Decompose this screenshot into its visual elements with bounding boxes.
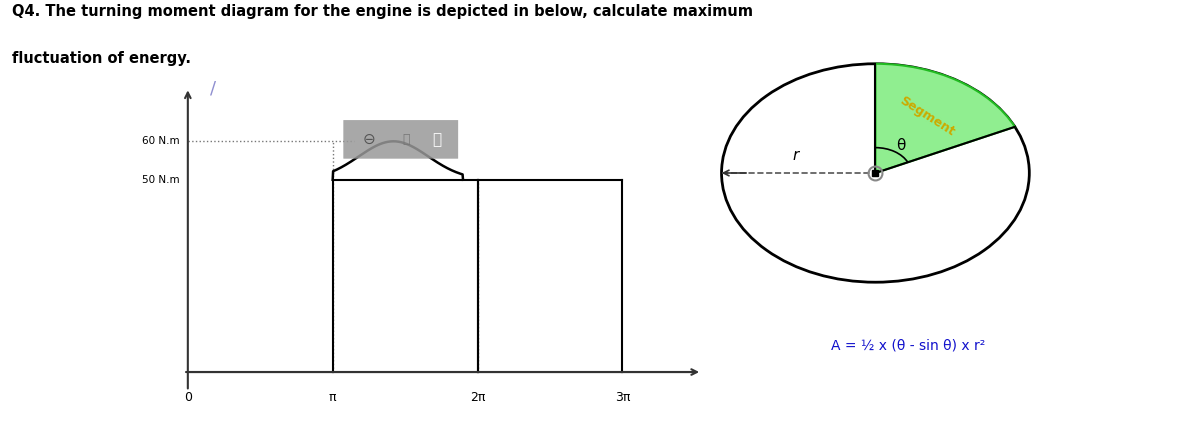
Bar bbox=[683, 64, 1134, 368]
Polygon shape bbox=[876, 64, 1015, 173]
Text: 50 N.m: 50 N.m bbox=[142, 175, 180, 185]
Text: 3π: 3π bbox=[614, 391, 630, 404]
FancyBboxPatch shape bbox=[343, 120, 458, 159]
Wedge shape bbox=[876, 64, 1015, 173]
Text: fluctuation of energy.: fluctuation of energy. bbox=[12, 51, 191, 66]
Text: A = ½ x (θ - sin θ) x r²: A = ½ x (θ - sin θ) x r² bbox=[832, 338, 985, 352]
Text: π: π bbox=[329, 391, 336, 404]
Text: 📌: 📌 bbox=[432, 132, 442, 147]
Text: 2π: 2π bbox=[470, 391, 485, 404]
Text: θ: θ bbox=[896, 137, 905, 153]
Text: r: r bbox=[792, 148, 798, 163]
Text: Q4. The turning moment diagram for the engine is depicted in below, calculate ma: Q4. The turning moment diagram for the e… bbox=[12, 4, 754, 19]
Text: 0: 0 bbox=[184, 391, 192, 404]
Text: 60 N.m: 60 N.m bbox=[142, 136, 180, 146]
Text: 🔊: 🔊 bbox=[403, 133, 410, 146]
Text: /: / bbox=[210, 79, 216, 97]
Text: ⊖: ⊖ bbox=[362, 132, 376, 147]
Text: Segment: Segment bbox=[896, 94, 956, 138]
